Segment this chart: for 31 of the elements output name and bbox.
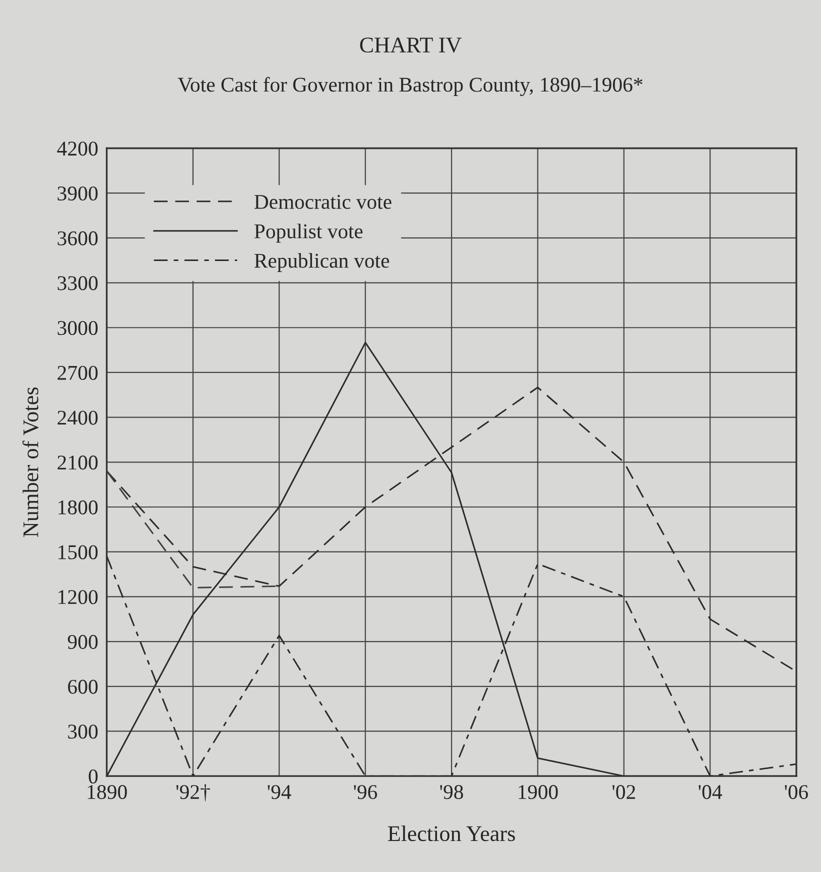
legend-label: Democratic vote (254, 194, 392, 209)
y-tick-label: 3000 (58, 320, 98, 336)
x-tick-label: '04 (698, 785, 722, 800)
y-tick-label: 2700 (58, 366, 98, 380)
y-tick-label: 4200 (57, 142, 98, 156)
chart-title: CHART IV (360, 38, 462, 53)
x-tick-label: 1890 (88, 785, 127, 800)
x-axis-title: Election Years (388, 826, 515, 842)
y-tick-label: 1200 (58, 590, 98, 604)
x-tick-label: '06 (784, 785, 808, 800)
y-tick-label: 300 (68, 724, 98, 739)
y-tick-label: 900 (68, 634, 98, 649)
y-tick-label: 2100 (58, 456, 98, 470)
y-tick-label: 3300 (58, 276, 98, 290)
x-tick-label: '02 (612, 785, 636, 800)
x-tick-label: '96 (354, 785, 378, 800)
legend-label: Populist vote (254, 224, 363, 243)
x-tick-label: '92† (176, 784, 210, 802)
y-axis-title: Number of Votes (22, 387, 38, 538)
x-tick-label: 1900 (518, 785, 558, 800)
y-tick-label: 600 (68, 680, 98, 694)
y-tick-label: 3900 (58, 186, 98, 201)
y-tick-label: 3600 (58, 231, 98, 246)
y-tick-label: 1500 (58, 545, 98, 560)
y-tick-label: 1800 (58, 500, 98, 514)
y-tick-label: 2400 (58, 410, 98, 425)
legend-label: Republican vote (254, 253, 390, 272)
x-tick-label: '98 (440, 785, 464, 800)
x-tick-label: '94 (268, 785, 292, 800)
y-tick-label: 0 (88, 769, 98, 784)
chart-subtitle: Vote Cast for Governor in Bastrop County, 1890–1906* (178, 76, 642, 96)
